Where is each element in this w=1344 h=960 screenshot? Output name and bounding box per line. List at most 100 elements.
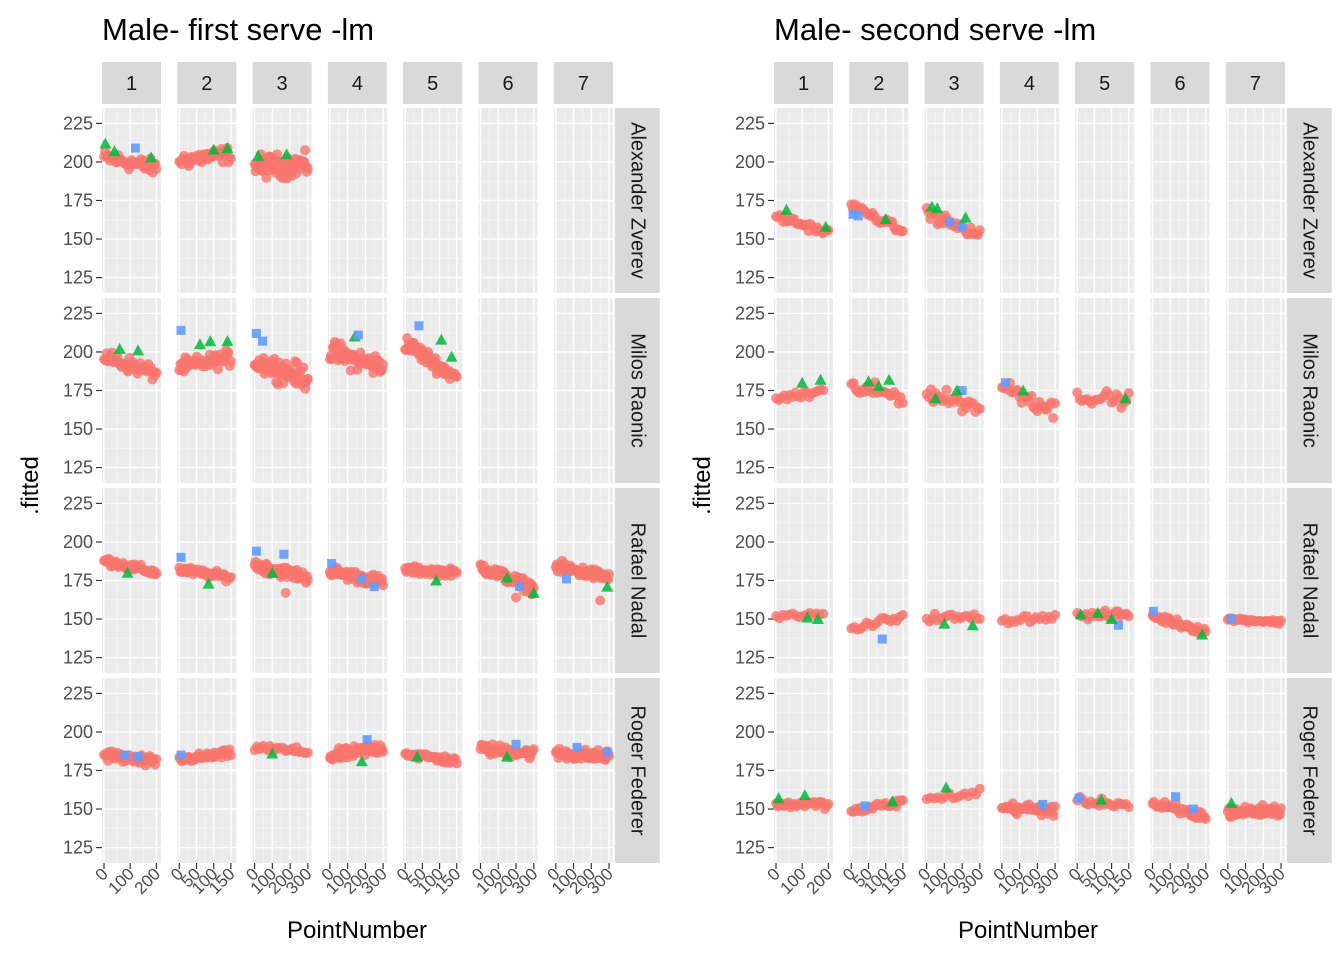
data-point xyxy=(113,342,126,354)
data-point xyxy=(853,211,863,221)
data-point xyxy=(897,609,908,620)
data-point xyxy=(430,574,443,586)
facet-strip-label: 6 xyxy=(1174,73,1185,95)
panel-rafael-nadal-3 xyxy=(921,488,985,673)
data-point xyxy=(266,747,279,759)
data-point xyxy=(1123,802,1134,813)
panel-rafael-nadal-3 xyxy=(249,488,313,673)
data-point xyxy=(212,364,223,375)
data-point xyxy=(1200,813,1211,824)
data-point xyxy=(302,163,313,174)
data-point xyxy=(207,143,220,155)
data-point xyxy=(225,572,236,583)
data-point xyxy=(883,373,896,385)
y-tick-label: 225 xyxy=(63,493,93,513)
data-point xyxy=(561,574,571,584)
data-point xyxy=(897,795,908,806)
panel-rafael-nadal-5 xyxy=(400,488,463,673)
panel-milos-raonic-6 xyxy=(1150,298,1210,483)
data-point xyxy=(1148,606,1158,616)
data-point xyxy=(193,338,206,350)
panel-milos-raonic-2 xyxy=(174,298,237,483)
data-point xyxy=(327,559,337,569)
chart-male-first-serve-lm: Male- first serve -lm .fitted PointNumber 1… xyxy=(17,12,660,944)
panel-milos-raonic-6 xyxy=(478,298,538,483)
facet-strip-label: 6 xyxy=(502,73,513,95)
chart-title: Male- first serve -lm xyxy=(102,12,374,47)
panel-alexander-zverev-5 xyxy=(1075,108,1135,293)
data-point xyxy=(298,362,309,373)
y-tick-label: 225 xyxy=(735,683,765,703)
data-point xyxy=(1105,613,1118,625)
facet-strip-col-6 xyxy=(478,62,538,104)
data-point xyxy=(133,752,143,762)
y-tick-label: 125 xyxy=(63,458,93,478)
data-point xyxy=(950,384,963,396)
data-point xyxy=(151,754,162,765)
data-point xyxy=(369,582,379,592)
data-point xyxy=(819,220,832,232)
data-point xyxy=(1074,793,1084,803)
y-tick-label: 175 xyxy=(63,191,93,211)
y-tick-label: 175 xyxy=(63,761,93,781)
data-point xyxy=(378,359,389,370)
facet-strip-col-1 xyxy=(102,62,161,104)
facet-strip-row-milos-raonic xyxy=(614,298,660,483)
data-point xyxy=(1048,810,1059,821)
data-point xyxy=(527,586,540,598)
facet-strip-label: 5 xyxy=(427,73,438,95)
data-point xyxy=(223,347,234,358)
data-point xyxy=(974,225,985,236)
y-tick-label: 175 xyxy=(63,571,93,591)
data-point xyxy=(801,611,814,623)
y-tick-label: 225 xyxy=(735,493,765,513)
panel-milos-raonic-5 xyxy=(400,298,463,483)
panel-alexander-zverev-3 xyxy=(249,108,313,293)
data-point xyxy=(897,397,908,408)
data-point xyxy=(848,209,858,219)
panel-rafael-nadal-5 xyxy=(1072,488,1135,673)
data-point xyxy=(572,742,582,752)
data-point xyxy=(120,750,130,760)
data-point xyxy=(811,613,824,625)
data-point xyxy=(411,750,424,762)
data-point xyxy=(280,148,293,160)
data-point xyxy=(957,386,967,395)
panel-rafael-nadal-1 xyxy=(771,488,833,673)
panel-milos-raonic-7 xyxy=(1225,298,1285,483)
data-point xyxy=(796,376,809,388)
data-point xyxy=(1038,799,1048,809)
facet-strip-row-label: Milos Raonic xyxy=(1298,333,1320,447)
data-point xyxy=(221,335,234,347)
data-point xyxy=(451,567,462,578)
y-tick-label: 175 xyxy=(735,761,765,781)
data-point xyxy=(1123,611,1134,622)
facet-strip-col-3 xyxy=(924,62,984,104)
data-point xyxy=(251,546,261,556)
data-point xyxy=(121,566,134,578)
data-point xyxy=(798,789,811,801)
data-point xyxy=(501,571,514,583)
panel-milos-raonic-2 xyxy=(846,298,909,483)
data-point xyxy=(528,744,539,755)
data-point xyxy=(1050,801,1061,812)
panel-rafael-nadal-1 xyxy=(99,488,162,673)
data-point xyxy=(151,163,162,174)
data-point xyxy=(818,608,829,619)
data-point xyxy=(132,344,145,356)
facet-strip-col-5 xyxy=(1075,62,1135,104)
facet-strip-col-1 xyxy=(774,62,833,104)
y-tick-label: 175 xyxy=(735,191,765,211)
facet-strip-row-label: Roger Federer xyxy=(626,705,648,835)
panel-milos-raonic-3 xyxy=(921,298,985,483)
data-point xyxy=(151,568,162,579)
data-point xyxy=(931,202,944,214)
facet-strip-row-rafael-nadal xyxy=(614,488,660,673)
panel-alexander-zverev-4 xyxy=(999,108,1059,293)
panel-milos-raonic-5 xyxy=(1072,298,1135,483)
facet-strip-row-label: Milos Raonic xyxy=(626,333,648,447)
